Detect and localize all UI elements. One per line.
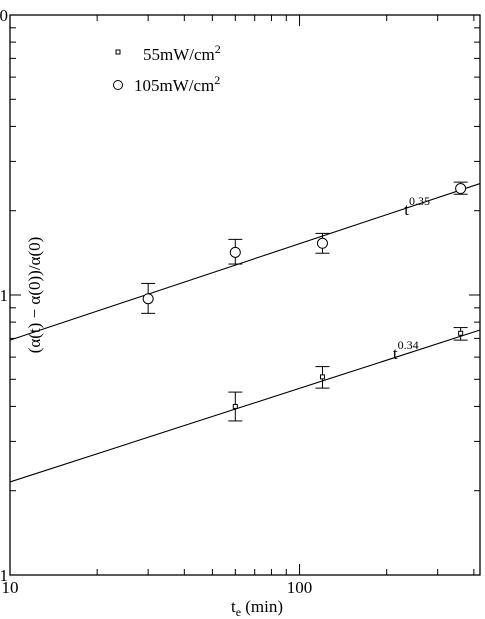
data-point-square [232,403,238,409]
annotation-series-1: t0.34 [393,338,419,363]
data-point-square [458,330,464,336]
annotation-series-2: t0.35 [404,194,430,219]
fit-line-series-2 [9,183,481,341]
legend-circle-marker [113,80,123,90]
x-tick-label: 10 [2,578,19,597]
fit-lines [9,183,481,483]
y-tick-label: 0.1 [0,566,8,585]
data-point-circle [142,293,154,305]
data-points [141,181,468,422]
fit-line-series-1 [9,329,481,483]
plot-frame [9,14,481,576]
legend-label-series-1: 55mW/cm2 [143,42,221,64]
y-axis-title: (α(t) − α(0))/α(0) [25,237,44,354]
x-axis-title: te (min) [231,597,283,619]
data-point-square [319,374,325,380]
data-point-circle [455,183,467,195]
legend: 55mW/cm2 105mW/cm2 [113,42,221,95]
legend-label-series-2: 105mW/cm2 [134,73,220,95]
x-tick-label: 100 [287,578,313,597]
annotation-exponent-series-1: t0.34 [393,338,419,363]
annotation-exponent-series-2: t0.35 [404,194,430,219]
axis-ticks: 10 100 0.1 1 10 [0,6,480,597]
legend-entry-series-1: 55mW/cm2 [115,42,221,64]
y-tick-label: 10 [0,6,8,25]
legend-entry-series-2: 105mW/cm2 [113,73,220,95]
legend-square-marker [115,49,121,55]
y-tick-label: 1 [0,286,8,305]
data-point-circle [316,237,328,249]
data-point-circle [229,246,241,258]
